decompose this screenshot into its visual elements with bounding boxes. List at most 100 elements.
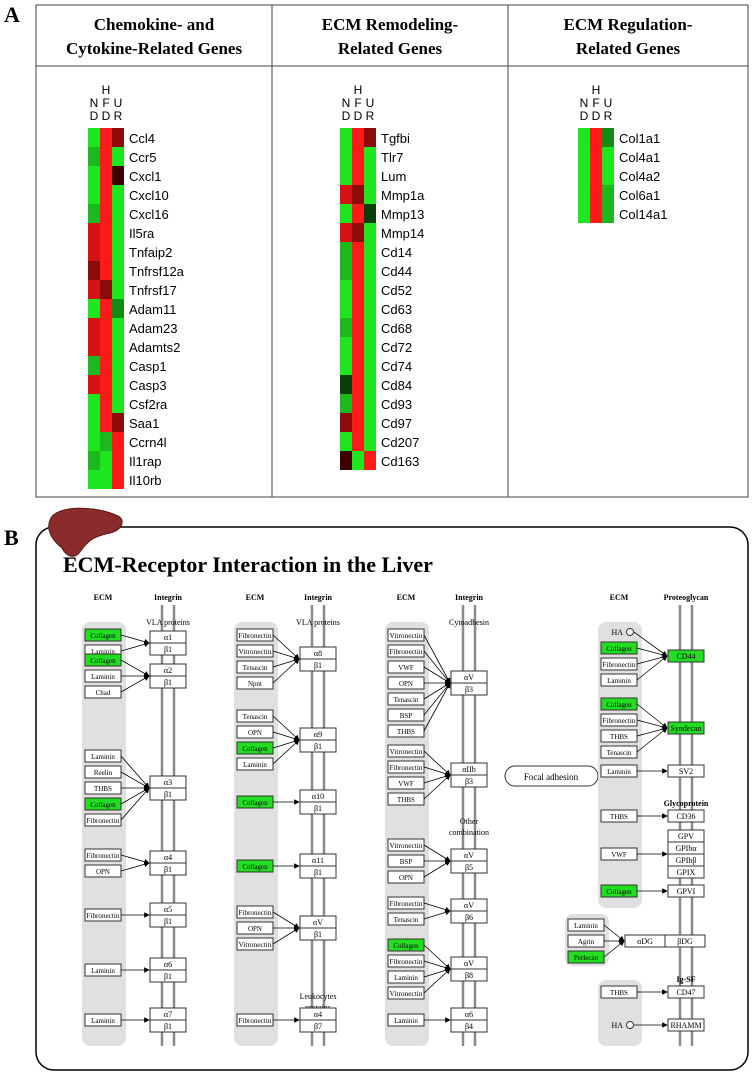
receptor-label: GPVI xyxy=(677,887,696,896)
ligand-label: Vitronectin xyxy=(390,842,424,850)
heatmap-cell xyxy=(602,128,614,147)
heatmap-cell xyxy=(100,318,112,337)
heatmap-cell xyxy=(578,147,590,166)
column-header: ECM xyxy=(610,593,629,602)
heatmap-cell xyxy=(88,394,100,413)
receptor-label: αV xyxy=(464,673,474,682)
heatmap-cell xyxy=(100,299,112,318)
heatmap-cell xyxy=(112,375,124,394)
gene-label: Tnfrsf12a xyxy=(129,264,185,279)
ligand-label: Tenascin xyxy=(243,713,268,721)
ligand-label: Tenascin xyxy=(394,916,419,924)
heatmap-cell xyxy=(100,432,112,451)
gene-label: Mmp1a xyxy=(381,188,425,203)
heatmap-cell xyxy=(112,223,124,242)
column-header: UR xyxy=(366,96,375,123)
group-note: Other xyxy=(460,817,479,826)
heatmap-cell xyxy=(352,394,364,413)
heatmap-cell xyxy=(364,394,376,413)
ligand-label: Fibronectin xyxy=(390,958,424,966)
receptor-label: RHAMM xyxy=(670,1021,701,1030)
receptor-label: β1 xyxy=(314,930,322,939)
heatmap-cell xyxy=(340,356,352,375)
panel-label: A xyxy=(4,2,20,27)
heatmap-cell xyxy=(112,204,124,223)
heatmap-cell xyxy=(352,204,364,223)
heatmap-cell xyxy=(364,451,376,470)
ligand-label: THBS xyxy=(610,813,628,821)
receptor-label: β1 xyxy=(164,917,172,926)
receptor-label: α7 xyxy=(164,1010,172,1019)
heatmap-cell xyxy=(364,299,376,318)
heatmap-title: Related Genes xyxy=(338,39,443,58)
receptor-label: α6 xyxy=(465,1010,473,1019)
heatmap-cell xyxy=(100,261,112,280)
heatmap-cell xyxy=(340,299,352,318)
receptor-label: α2 xyxy=(164,666,172,675)
heatmap-cell xyxy=(88,166,100,185)
gene-label: Cd14 xyxy=(381,245,412,260)
column-header: ND xyxy=(90,96,99,123)
column-header: HFD xyxy=(354,83,363,123)
heatmap-title: ECM Remodeling- xyxy=(322,15,459,34)
receptor-label: α10 xyxy=(312,792,324,801)
column-header: Integrin xyxy=(304,593,333,602)
receptor-label: βDG xyxy=(677,937,693,946)
heatmap-cell xyxy=(352,223,364,242)
gene-label: Casp1 xyxy=(129,359,167,374)
heatmap-cell xyxy=(88,451,100,470)
receptor-label: CD47 xyxy=(676,988,695,997)
liver-icon xyxy=(49,508,122,556)
panel-label: B xyxy=(4,525,19,550)
gene-label: Mmp14 xyxy=(381,226,424,241)
ligand-label: HA xyxy=(611,1021,623,1030)
column-header: ND xyxy=(580,96,589,123)
ligand-label: Npnt xyxy=(248,680,262,688)
heatmap-cell xyxy=(112,356,124,375)
ligand-label: Laminin xyxy=(91,967,115,975)
receptor-label: αIIb xyxy=(462,765,476,774)
gene-label: Casp3 xyxy=(129,378,167,393)
gene-label: Tgfbi xyxy=(381,131,410,146)
ligand-label: Collagen xyxy=(393,942,419,950)
ligand-label: OPN xyxy=(248,925,262,933)
ligand-label: Collagen xyxy=(90,657,116,665)
gene-label: Saa1 xyxy=(129,416,159,431)
heatmap-cell xyxy=(352,413,364,432)
heatmap-title: ECM Regulation- xyxy=(564,15,693,34)
ligand-label: Fibronectin xyxy=(390,900,424,908)
receptor-label: Syndecan xyxy=(670,724,701,733)
ligand-label: VWF xyxy=(611,851,627,859)
ligand-label: THBS xyxy=(94,785,112,793)
gene-label: Cd84 xyxy=(381,378,412,393)
ligand-label: THBS xyxy=(610,989,628,997)
heatmap-cell xyxy=(602,185,614,204)
ligand-label: Agrin xyxy=(578,938,595,946)
receptor-label: β4 xyxy=(465,1022,473,1031)
column-header: ECM xyxy=(94,593,113,602)
ligand-label: Fibronectin xyxy=(239,909,273,917)
ligand-label: VWF xyxy=(398,664,414,672)
ligand-label: Fibronectin xyxy=(603,717,637,725)
column-header: ECM xyxy=(397,593,416,602)
heatmap-cell xyxy=(100,337,112,356)
heatmap-cell xyxy=(364,413,376,432)
heatmap-cell xyxy=(88,185,100,204)
heatmap-cell xyxy=(112,299,124,318)
gene-label: Cd97 xyxy=(381,416,412,431)
ligand-label: Vitronectin xyxy=(390,748,424,756)
receptor-label: GPIbβ xyxy=(676,856,697,865)
gene-label: Adam23 xyxy=(129,321,177,336)
ligand-node xyxy=(627,1022,634,1029)
ligand-label: Tenascin xyxy=(394,696,419,704)
gene-label: Col14a1 xyxy=(619,207,667,222)
gene-label: Col1a1 xyxy=(619,131,660,146)
heatmap-cell xyxy=(88,375,100,394)
heatmap-cell xyxy=(100,166,112,185)
gene-label: Cxcl1 xyxy=(129,169,162,184)
heatmap-cell xyxy=(352,261,364,280)
receptor-label: β1 xyxy=(314,661,322,670)
heatmap-cell xyxy=(112,280,124,299)
heatmap-cell xyxy=(340,280,352,299)
gene-label: Ccrn4l xyxy=(129,435,167,450)
